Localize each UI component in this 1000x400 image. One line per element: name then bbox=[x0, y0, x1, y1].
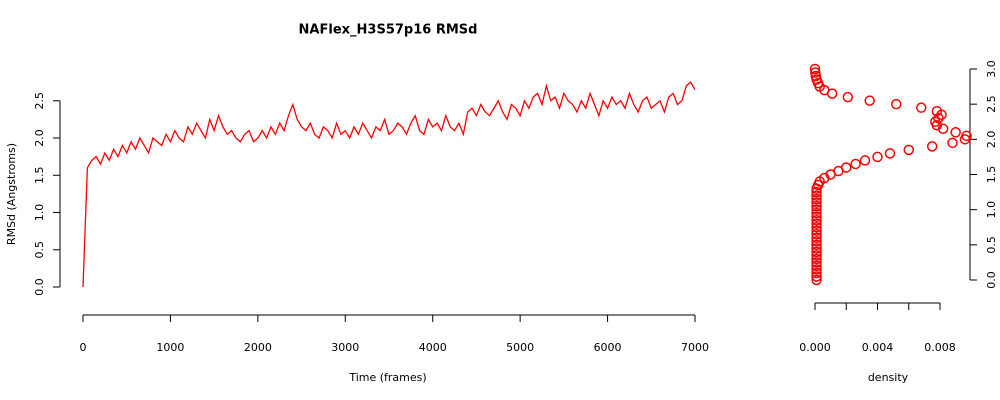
density-point bbox=[811, 236, 822, 247]
density-point bbox=[961, 130, 972, 142]
density-point bbox=[811, 186, 822, 198]
density-point bbox=[859, 155, 871, 166]
y-tick-label: 2.5 bbox=[985, 95, 998, 113]
y-axis-label: RMSd (Angstroms) bbox=[5, 143, 18, 245]
density-point bbox=[926, 141, 938, 152]
y-tick-label: 1.5 bbox=[985, 166, 998, 184]
y-tick-label: 0.5 bbox=[33, 241, 46, 258]
density-point bbox=[811, 197, 822, 208]
x-tick-label: 2000 bbox=[244, 341, 272, 354]
density-point bbox=[811, 239, 822, 251]
density-point bbox=[842, 91, 854, 103]
y-tick-label: 0.5 bbox=[985, 236, 998, 254]
y-tick-label: 3.0 bbox=[985, 60, 998, 78]
x-tick-label: 0.008 bbox=[924, 341, 956, 354]
density-point bbox=[931, 105, 943, 117]
x-tick-label: 3000 bbox=[331, 341, 359, 354]
density-point bbox=[950, 127, 961, 138]
data-line bbox=[82, 81, 696, 288]
density-point bbox=[811, 193, 822, 205]
density-point bbox=[811, 214, 822, 226]
x-tick-label: 4000 bbox=[419, 341, 447, 354]
y-tick-label: 2.0 bbox=[985, 131, 998, 149]
density-point bbox=[864, 95, 875, 106]
density-point bbox=[811, 257, 822, 268]
density-point bbox=[811, 204, 822, 215]
density-point bbox=[811, 218, 822, 229]
density-point bbox=[809, 63, 821, 75]
y-tick-label: 0.0 bbox=[985, 271, 998, 289]
density-point bbox=[811, 250, 822, 261]
density-point bbox=[930, 116, 941, 127]
y-tick-label: 1.0 bbox=[985, 201, 998, 219]
x-tick-label: 7000 bbox=[681, 341, 709, 354]
x-tick-label: 0.004 bbox=[862, 341, 894, 354]
x-tick-label: 0.000 bbox=[799, 341, 831, 354]
x-tick-label: 5000 bbox=[506, 341, 534, 354]
density-point bbox=[811, 190, 822, 201]
x-tick-label: 6000 bbox=[594, 341, 622, 354]
density-point bbox=[811, 225, 822, 237]
density-point bbox=[810, 70, 822, 82]
y-tick-label: 1.5 bbox=[33, 167, 46, 185]
density-point bbox=[811, 253, 822, 265]
density-point bbox=[841, 162, 852, 173]
x-axis-label: density bbox=[868, 371, 909, 384]
density-point bbox=[872, 151, 883, 163]
density-point bbox=[811, 246, 822, 258]
density-point bbox=[933, 112, 944, 124]
chart-title: NAFlex_H3S57p16 RMSd bbox=[299, 23, 478, 38]
y-tick-label: 2.5 bbox=[33, 92, 46, 110]
density-point bbox=[811, 274, 822, 286]
density-point bbox=[811, 232, 822, 244]
x-tick-label: 1000 bbox=[156, 341, 184, 354]
density-point bbox=[947, 137, 958, 149]
density-point bbox=[891, 98, 902, 110]
density-point bbox=[810, 67, 821, 78]
density-point bbox=[811, 243, 822, 254]
density-point bbox=[811, 211, 822, 222]
density-point bbox=[811, 229, 822, 240]
y-tick-label: 1.0 bbox=[33, 204, 46, 222]
x-axis-label: Time (frames) bbox=[348, 371, 426, 384]
density-point bbox=[903, 144, 914, 156]
density-point bbox=[811, 222, 822, 233]
x-tick-label: 0 bbox=[80, 341, 87, 354]
density-point bbox=[916, 102, 927, 113]
density-point bbox=[811, 200, 822, 212]
density-point bbox=[811, 207, 822, 219]
density-point bbox=[811, 264, 822, 275]
density-point bbox=[850, 158, 861, 170]
density-point bbox=[811, 267, 822, 279]
density-point bbox=[811, 260, 822, 272]
density-point bbox=[811, 271, 822, 282]
y-tick-label: 0.0 bbox=[33, 278, 46, 296]
density-point bbox=[884, 148, 896, 159]
y-tick-label: 2.0 bbox=[33, 129, 46, 147]
